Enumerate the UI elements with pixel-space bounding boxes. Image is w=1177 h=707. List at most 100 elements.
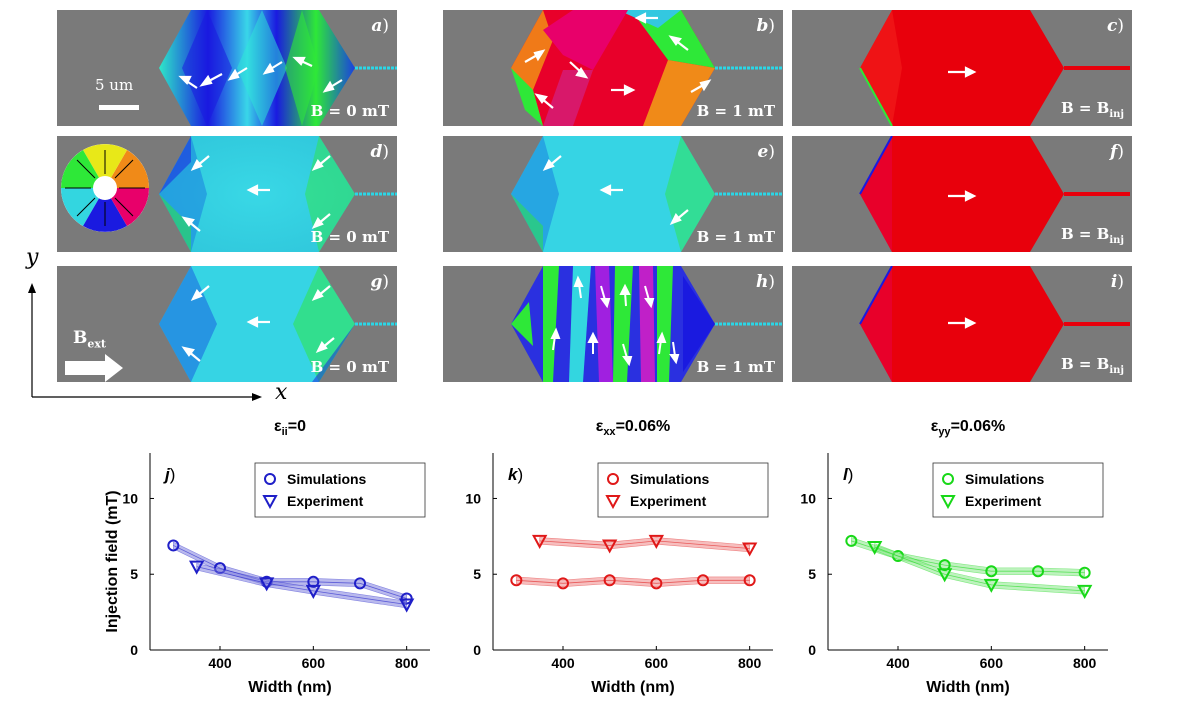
panel-label-f: f): [1110, 142, 1124, 162]
x-tick-label: 800: [395, 655, 419, 671]
y-tick-label: 10: [122, 490, 138, 506]
legend-label: Simulations: [965, 471, 1045, 487]
field-label-g: B = 0 mT: [310, 358, 389, 376]
panel-c: c) B = Binj: [792, 10, 1132, 126]
panel-b-domains: [511, 10, 783, 126]
x-tick-label: 600: [645, 655, 669, 671]
legend-label: Experiment: [287, 493, 364, 509]
x-tick-label: 800: [1073, 655, 1097, 671]
data-point-circle: [1032, 565, 1044, 578]
legend-marker-circle: [607, 473, 619, 485]
chart-j: εii=0 400 600 800 0 5 10 Width (nm) Injection fi…: [104, 418, 430, 696]
panel-letter: j: [163, 465, 171, 484]
legend-box: [254, 462, 426, 518]
panel-letter: l: [843, 465, 849, 484]
legend-marker-circle: [264, 473, 276, 485]
field-label-c: B = Binj: [1060, 99, 1124, 120]
x-axis-title: Width (nm): [591, 679, 674, 696]
panel-h: h) B = 1 mT: [443, 266, 783, 382]
legend-marker-circle: [942, 473, 954, 485]
data-point-triangle: [258, 577, 275, 592]
data-point-circle: [985, 565, 998, 578]
legend-label: Experiment: [630, 493, 707, 509]
field-label-i: B = Binj: [1060, 355, 1124, 376]
chart-title-symbol: ε: [274, 418, 282, 435]
field-label-f: B = Binj: [1060, 225, 1124, 246]
data-point-triangle: [531, 534, 548, 549]
y-tick-label: 5: [130, 566, 138, 582]
panel-i: i) B = Binj: [792, 266, 1132, 382]
data-point-triangle: [648, 534, 665, 549]
data-point-triangle: [741, 542, 758, 557]
legend-marker-triangle: [605, 495, 621, 510]
data-point-triangle: [305, 584, 322, 599]
color-wheel: [61, 144, 149, 232]
legend-box: [597, 462, 769, 518]
legend-marker-triangle: [262, 495, 278, 510]
x-axis-label: x: [275, 380, 288, 405]
data-point-triangle: [188, 560, 205, 575]
x-tick-label: 600: [302, 655, 326, 671]
panel-label: j): [163, 465, 175, 484]
x-tick-label: 800: [738, 655, 762, 671]
data-point-circle: [557, 577, 569, 590]
data-point-triangle: [936, 568, 953, 583]
panel-d: d) B = 0 mT: [57, 136, 397, 252]
data-point-circle: [650, 577, 663, 590]
panel-label-e: e): [757, 142, 775, 162]
panel-d-domains: [61, 136, 397, 252]
chart-title-rest: =0.06%: [616, 418, 671, 435]
chart-l: εyy=0.06% 400 600 800 0 5 10 Width (nm) Simulati…: [800, 418, 1108, 696]
panel-b: b) B = 1 mT: [443, 10, 783, 126]
panel-label-g: g): [370, 272, 389, 292]
xy-axes: [28, 283, 262, 401]
data-point-circle: [697, 574, 709, 587]
series-line-0: [851, 540, 1085, 574]
panel-i-domains: [859, 266, 1130, 382]
legend-label: Experiment: [965, 493, 1042, 509]
x-axis-title: Width (nm): [926, 679, 1009, 696]
panel-label-h: h): [755, 272, 775, 292]
chart-title-symbol: ε: [596, 418, 604, 435]
legend-box: [932, 462, 1104, 518]
y-tick-label: 0: [130, 642, 138, 658]
panel-paren: ): [517, 465, 523, 484]
data-point-circle: [510, 574, 523, 587]
series-line-1: [539, 540, 750, 549]
y-axis-title: Injection field (mT): [104, 490, 121, 632]
panel-letter: k: [508, 465, 519, 484]
series-line-0: [173, 545, 407, 599]
y-tick-label: 0: [808, 642, 816, 658]
scale-bar-label: 5 um: [95, 76, 134, 94]
panel-e-domains: [511, 136, 783, 252]
series-line-1: [196, 566, 407, 605]
panel-g: Bext g) B = 0 mT: [57, 266, 397, 382]
panel-label: k): [508, 465, 523, 484]
data-point-circle: [743, 574, 756, 587]
panel-f: f) B = Binj: [792, 136, 1132, 252]
panel-paren: ): [848, 465, 854, 484]
series-line-1: [874, 546, 1085, 592]
x-tick-label: 600: [980, 655, 1004, 671]
data-point-triangle: [398, 598, 415, 613]
x-tick-label: 400: [886, 655, 910, 671]
data-point-triangle: [601, 539, 618, 554]
scale-bar: [99, 105, 139, 110]
series-band-1: [539, 537, 750, 553]
panel-label-i: i): [1110, 272, 1124, 292]
x-axis-title: Width (nm): [248, 679, 331, 696]
x-tick-label: 400: [208, 655, 232, 671]
data-point-circle: [845, 534, 858, 547]
series-line-0: [516, 579, 750, 584]
legend-label: Simulations: [630, 471, 710, 487]
chart-title-rest: =0.06%: [951, 418, 1006, 435]
x-tick-label: 400: [551, 655, 575, 671]
field-label-d: B = 0 mT: [310, 228, 389, 246]
field-label-e: B = 1 mT: [696, 228, 775, 246]
panel-h-domains: [511, 266, 783, 382]
data-point-triangle: [983, 578, 1000, 593]
chart-title-symbol: ε: [931, 418, 939, 435]
chart-title-subscript: yy: [938, 426, 951, 438]
y-tick-label: 0: [473, 642, 481, 658]
data-point-circle: [167, 539, 180, 552]
